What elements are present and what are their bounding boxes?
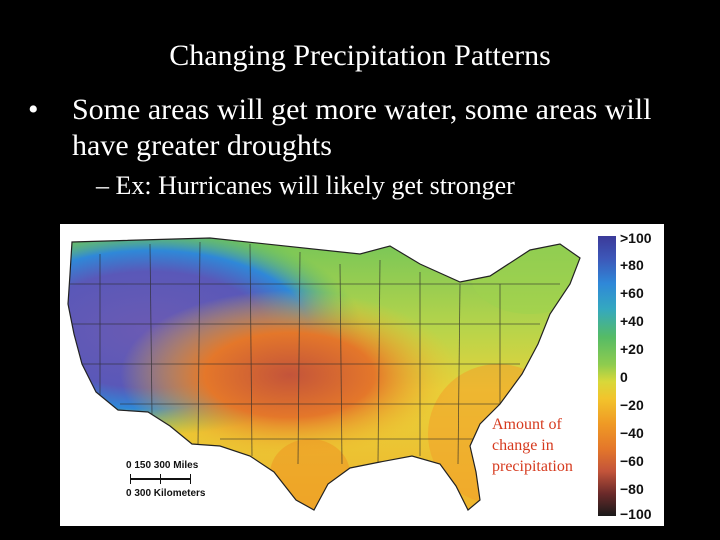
sub-bullet-text: – Ex: Hurricanes will likely get stronge… <box>96 171 515 200</box>
bullet-text: Some areas will get more water, some are… <box>72 93 652 162</box>
legend-label: −100 <box>620 506 652 522</box>
us-outline <box>67 237 581 511</box>
bullet-marker: • <box>28 93 39 126</box>
precipitation-map-panel: Amount of change in precipitation 0 150 … <box>60 224 664 526</box>
scale-tick <box>130 474 131 484</box>
legend-label: +80 <box>620 257 644 273</box>
bullet-item: • Some areas will get more water, some a… <box>28 92 688 164</box>
legend-label: +40 <box>620 313 644 329</box>
scale-tick <box>190 474 191 484</box>
map-caption: Amount of change in precipitation <box>492 416 573 475</box>
scale-miles-label: 0 150 300 Miles <box>126 460 199 471</box>
scale-km-label: 0 300 Kilometers <box>126 488 206 499</box>
precipitation-map <box>67 237 581 511</box>
legend-label: +60 <box>620 285 644 301</box>
legend-label: −20 <box>620 397 644 413</box>
scale-tick <box>160 474 161 484</box>
legend-label: 0 <box>620 369 628 385</box>
legend-label: +20 <box>620 341 644 357</box>
us-map-fill <box>68 238 580 510</box>
legend-colorbar <box>598 236 616 516</box>
legend-label: >100 <box>620 230 652 246</box>
precipitation-legend: >100 +80 +60 +40 +20 0 −20 −40 −60 −80 −… <box>598 230 664 524</box>
legend-label: −60 <box>620 453 644 469</box>
legend-label: −80 <box>620 481 644 497</box>
map-scale-bar: 0 150 300 Miles 0 300 Kilometers <box>126 460 266 506</box>
legend-label: −40 <box>620 425 644 441</box>
slide-title: Changing Precipitation Patterns <box>169 39 551 72</box>
